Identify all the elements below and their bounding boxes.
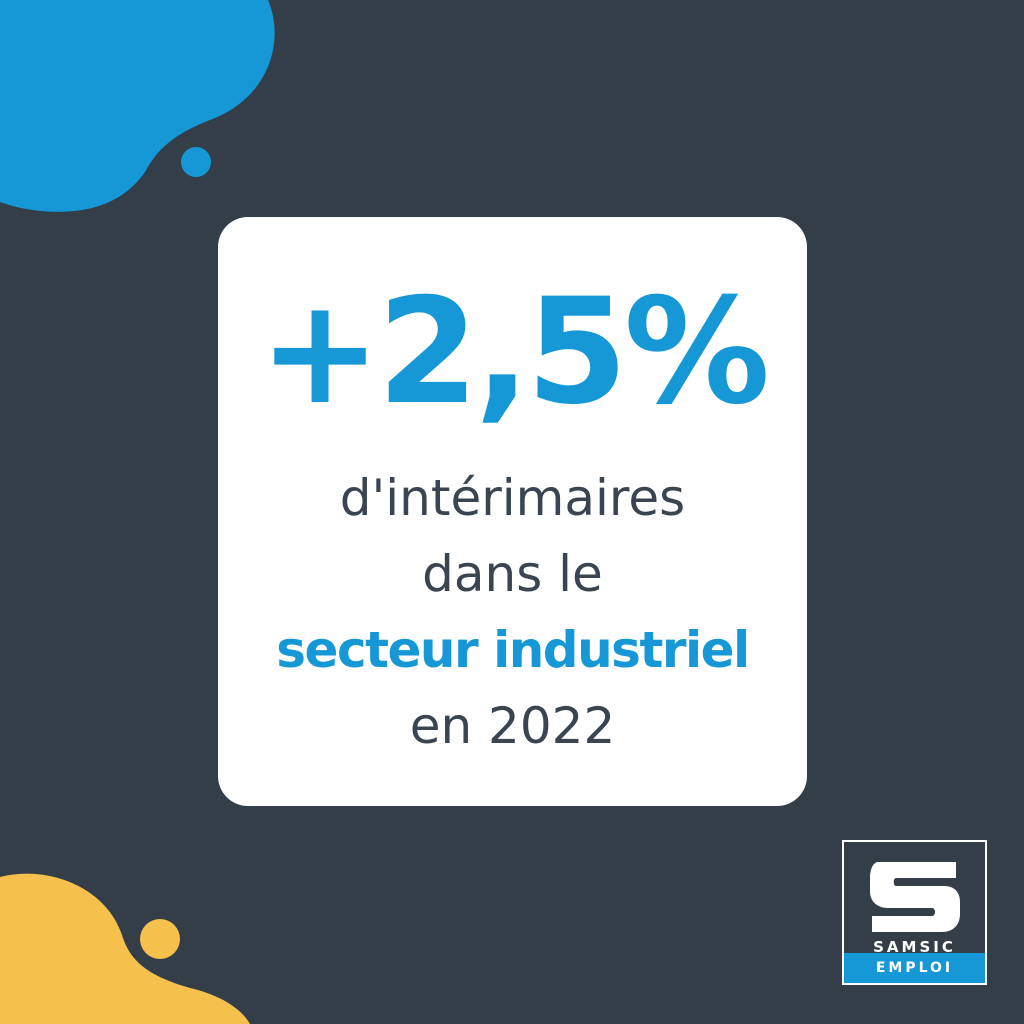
yellow-blob-shape <box>0 873 250 1024</box>
blue-dot-shape <box>181 147 211 177</box>
caption-line-highlight: secteur industriel <box>276 621 750 679</box>
caption-line-1: d'intérimaires <box>339 469 686 527</box>
yellow-dot-shape <box>140 919 180 959</box>
caption-line-2: dans le <box>422 545 603 603</box>
stat-card: +2,5% d'intérimaires dans le secteur ind… <box>218 217 807 806</box>
samsic-emploi-logo: SAMSIC EMPLOI <box>842 840 987 985</box>
stat-caption: d'intérimaires dans le secteur industrie… <box>218 460 807 764</box>
brand-sub: EMPLOI <box>844 953 985 983</box>
blue-blob-shape <box>0 0 275 212</box>
caption-line-4: en 2022 <box>409 697 616 755</box>
stat-value: +2,5% <box>258 267 770 437</box>
brand-name: SAMSIC <box>873 938 956 956</box>
samsic-s-logo-icon <box>870 862 960 932</box>
